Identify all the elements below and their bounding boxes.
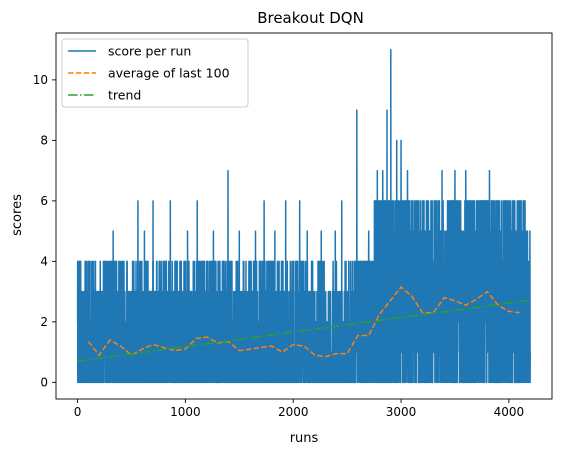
plot-area: [76, 48, 531, 384]
trend-line: [77, 299, 531, 362]
y-tick-label: 6: [40, 194, 48, 208]
axes-frame: [55, 32, 553, 400]
legend: score per run average of last 100 trend: [61, 38, 249, 108]
legend-box: [61, 38, 249, 108]
legend-label: score per run: [108, 44, 191, 59]
y-tick-label: 4: [40, 255, 48, 269]
y-tick-label: 0: [40, 376, 48, 390]
y-tick-label: 8: [40, 134, 48, 148]
plot-series-group: [76, 48, 531, 384]
legend-label: average of last 100: [108, 66, 230, 81]
y-tick-label: 2: [40, 315, 48, 329]
y-tick-label: 10: [33, 73, 48, 87]
chart-title: Breakout DQN: [257, 9, 364, 27]
score-per-run-line: [76, 48, 531, 384]
x-tick-label: 3000: [386, 405, 417, 419]
axes: 0 1000 2000 3000 4000 0 2 4 6 8 10: [33, 32, 553, 419]
x-tick-label: 2000: [278, 405, 309, 419]
x-tick-label: 4000: [494, 405, 525, 419]
y-axis-label: scores: [10, 194, 25, 236]
x-axis-label: runs: [290, 431, 319, 446]
x-tick-label: 0: [74, 405, 82, 419]
legend-label: trend: [108, 88, 141, 103]
x-tick-label: 1000: [170, 405, 201, 419]
